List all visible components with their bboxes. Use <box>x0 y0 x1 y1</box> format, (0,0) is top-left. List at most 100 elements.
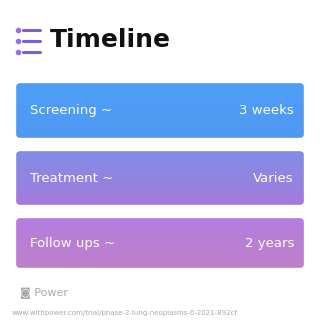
Bar <box>12 251 308 252</box>
Bar <box>12 246 308 247</box>
Bar <box>12 98 308 99</box>
Bar <box>12 128 308 129</box>
Bar <box>12 111 308 112</box>
Bar <box>12 123 308 124</box>
Bar <box>12 245 308 247</box>
Bar <box>12 241 308 242</box>
Bar <box>12 132 308 133</box>
Bar <box>12 174 308 176</box>
Bar <box>12 271 308 272</box>
Bar <box>12 267 308 268</box>
Bar <box>12 129 308 130</box>
Bar <box>12 117 308 118</box>
Bar <box>12 215 308 216</box>
Bar <box>12 136 308 137</box>
Bar <box>12 160 308 161</box>
Bar <box>12 195 308 197</box>
Bar <box>12 250 308 251</box>
Text: Treatment ~: Treatment ~ <box>30 171 113 184</box>
Bar <box>12 141 308 142</box>
Bar <box>12 121 308 122</box>
Bar <box>12 230 308 232</box>
Text: 3 weeks: 3 weeks <box>239 104 294 117</box>
Bar <box>12 109 308 111</box>
Bar <box>12 234 308 235</box>
Bar <box>12 242 308 243</box>
Bar <box>12 233 308 234</box>
Bar <box>12 257 308 258</box>
Bar <box>12 234 308 236</box>
Bar <box>12 125 308 126</box>
Bar <box>12 167 308 168</box>
Bar <box>12 107 308 108</box>
Bar <box>12 267 308 268</box>
Bar <box>12 237 308 239</box>
Bar <box>12 198 308 200</box>
Bar <box>12 133 308 134</box>
Text: Varies: Varies <box>253 171 294 184</box>
Bar <box>12 235 308 236</box>
Bar <box>12 103 308 104</box>
Bar <box>12 134 308 136</box>
Bar <box>12 167 308 169</box>
Bar <box>12 115 308 117</box>
Bar <box>12 161 308 162</box>
Bar <box>12 149 308 151</box>
Bar <box>12 188 308 190</box>
Bar <box>12 191 308 193</box>
Bar <box>12 94 308 95</box>
Bar <box>12 195 308 196</box>
Bar <box>12 82 308 84</box>
Bar <box>12 170 308 172</box>
Bar <box>12 227 308 228</box>
Text: Follow ups ~: Follow ups ~ <box>30 236 115 250</box>
Bar <box>12 79 308 80</box>
Bar <box>12 84 308 85</box>
Bar <box>12 182 308 183</box>
Bar <box>12 109 308 110</box>
Bar <box>12 131 308 132</box>
Bar <box>12 174 308 175</box>
Bar <box>12 200 308 201</box>
Bar <box>12 205 308 207</box>
Bar <box>12 222 308 223</box>
Bar <box>12 166 308 167</box>
Bar <box>12 265 308 266</box>
Bar <box>12 106 308 107</box>
Bar <box>12 177 308 178</box>
Bar <box>12 124 308 126</box>
Bar <box>12 186 308 187</box>
Bar <box>12 254 308 255</box>
Bar <box>12 264 308 265</box>
Bar <box>12 97 308 99</box>
Bar <box>12 240 308 242</box>
Bar <box>12 268 308 269</box>
Bar <box>12 168 308 169</box>
Bar <box>12 90 308 92</box>
Bar <box>12 261 308 263</box>
Bar <box>12 105 308 106</box>
Bar <box>12 217 308 218</box>
Bar <box>12 196 308 198</box>
Bar <box>12 173 308 174</box>
Bar <box>12 152 308 153</box>
Bar <box>12 156 308 157</box>
Bar <box>12 214 308 215</box>
Bar <box>12 197 308 198</box>
Text: ◙ Power: ◙ Power <box>20 287 68 299</box>
Bar <box>12 253 308 254</box>
Bar <box>12 93 308 94</box>
Bar <box>12 204 308 205</box>
Bar <box>12 268 308 270</box>
Bar <box>12 161 308 163</box>
Bar <box>12 202 308 204</box>
Bar <box>12 150 308 152</box>
Bar <box>12 114 308 115</box>
Bar <box>12 252 308 253</box>
Bar <box>12 105 308 107</box>
Bar <box>12 153 308 155</box>
Bar <box>12 99 308 100</box>
Bar <box>12 263 308 264</box>
Bar <box>12 122 308 123</box>
Bar <box>12 139 308 140</box>
